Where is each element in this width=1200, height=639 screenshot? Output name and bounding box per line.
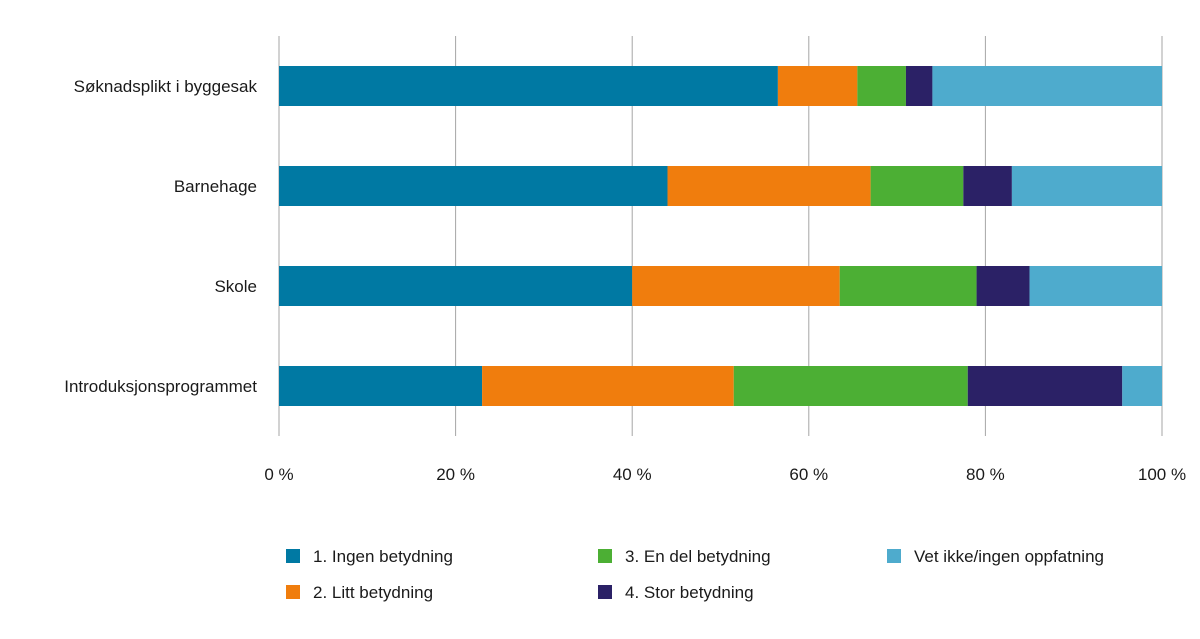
bar-segment: [905, 66, 933, 106]
legend-swatch: [286, 585, 300, 599]
category-label: Barnehage: [174, 177, 257, 196]
category-labels: Søknadsplikt i byggesak Barnehage Skole Int…: [64, 77, 257, 396]
bars: [279, 66, 1162, 406]
legend-label: 3. En del betydning: [625, 547, 771, 566]
bar-segment: [967, 366, 1123, 406]
bar-segment: [279, 66, 778, 106]
category-label: Skole: [214, 277, 257, 296]
bar-segment: [632, 266, 840, 306]
bar-segment: [777, 66, 858, 106]
legend-swatch: [887, 549, 901, 563]
legend-swatch: [598, 585, 612, 599]
legend-label: Vet ikke/ingen oppfatning: [914, 547, 1104, 566]
bar-segment: [839, 266, 977, 306]
bar-segment: [1011, 166, 1162, 206]
x-tick-label: 100 %: [1138, 465, 1186, 484]
bar-segment: [279, 266, 633, 306]
bar-segment: [279, 166, 668, 206]
legend: 1. Ingen betydning 2. Litt betydning 3. En…: [286, 547, 1104, 602]
x-tick-label: 80 %: [966, 465, 1005, 484]
bar-segment: [733, 366, 968, 406]
legend-label: 2. Litt betydning: [313, 583, 433, 602]
legend-label: 1. Ingen betydning: [313, 547, 453, 566]
legend-swatch: [598, 549, 612, 563]
bar-segment: [857, 66, 906, 106]
bar-segment: [279, 366, 483, 406]
legend-label: 4. Stor betydning: [625, 583, 754, 602]
x-axis-ticks: 0 % 20 % 40 % 60 % 80 % 100 %: [264, 465, 1186, 484]
bar-segment: [932, 66, 1162, 106]
bar-segment: [870, 166, 964, 206]
bar-segment: [1029, 266, 1162, 306]
bar-segment: [667, 166, 871, 206]
category-label: Introduksjonsprogrammet: [64, 377, 257, 396]
bar-segment: [963, 166, 1012, 206]
x-tick-label: 20 %: [436, 465, 475, 484]
x-tick-label: 0 %: [264, 465, 293, 484]
x-tick-label: 40 %: [613, 465, 652, 484]
category-label: Søknadsplikt i byggesak: [74, 77, 258, 96]
x-tick-label: 60 %: [789, 465, 828, 484]
legend-swatch: [286, 549, 300, 563]
bar-segment: [482, 366, 734, 406]
bar-segment: [1122, 366, 1162, 406]
bar-segment: [976, 266, 1030, 306]
